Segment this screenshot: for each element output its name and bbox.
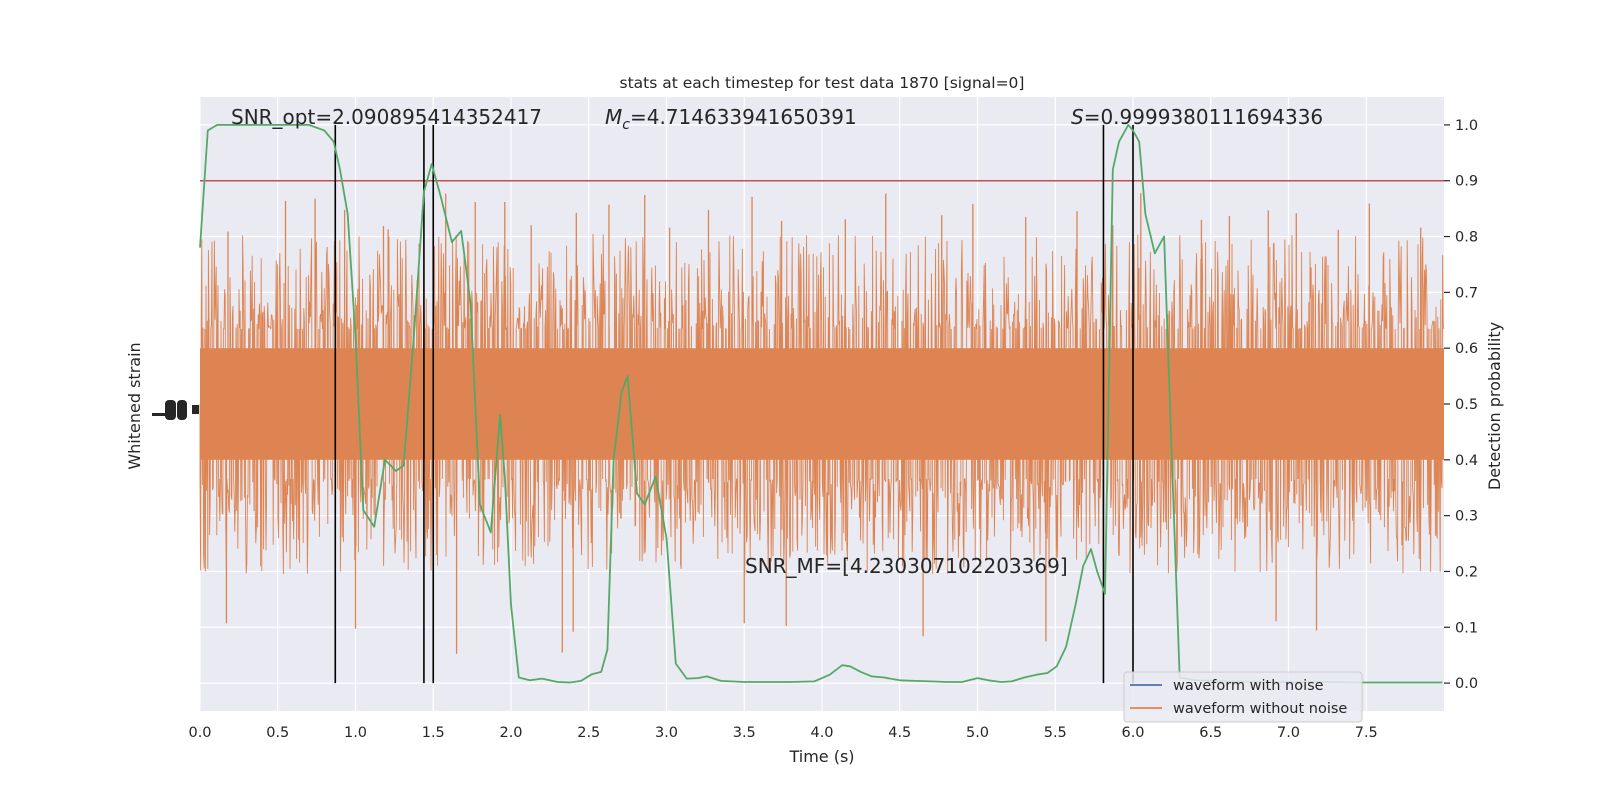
x-tick-label: 1.5 [422,725,445,741]
y-tick-label: 0.8 [1455,230,1478,246]
x-tick-label: 2.0 [499,725,522,741]
strain-trace [199,193,1445,654]
x-tick-label: 4.0 [810,725,833,741]
y-tick-label: 0.7 [1455,285,1478,301]
x-tick-label: 5.5 [1044,725,1067,741]
y-tick-label: 0.2 [1455,564,1478,580]
legend: waveform with noise waveform without noi… [1123,671,1363,723]
score-annotation: S=0.9999380111694336 [1071,105,1323,129]
y-tick-label: 0.6 [1455,341,1478,357]
legend-box [1123,671,1363,723]
x-tick-label: 7.0 [1277,725,1300,741]
chart-title: stats at each timestep for test data 187… [620,74,1025,92]
x-tick-label: 5.0 [966,725,989,741]
x-tick-label: 4.5 [888,725,911,741]
axes: 0.0 0.5 1.0 1.5 2.0 2.5 3.0 3.5 4.0 4.5 5.0 5.5 6.0 6… [188,118,1478,741]
x-tick-label: 6.5 [1199,725,1222,741]
x-tick-label: 1.0 [344,725,367,741]
x-tick-label: 3.5 [733,725,756,741]
legend-label-without-noise: waveform without noise [1173,701,1347,717]
y-tick-label: 0.5 [1455,397,1478,413]
chirp-mass-value: =4.714633941650391 [630,105,857,129]
x-tick-label: 0.5 [266,725,289,741]
snr-opt-annotation: SNR_opt=2.090895414352417 [231,105,542,129]
score-symbol: S [1071,105,1084,129]
x-tick-label: 3.0 [655,725,678,741]
y-tick-label: 1.0 [1455,118,1478,134]
y-tick-label: 0.1 [1455,620,1478,636]
x-tick-label: 2.5 [577,725,600,741]
y-tick-label: 0.9 [1455,174,1478,190]
chirp-mass-symbol: M [605,105,622,129]
y-axis-label-right: Detection probability [1485,322,1504,490]
chirp-mass-subscript: c [622,117,630,133]
x-tick-label: 0.0 [188,725,211,741]
y-axis-label-left: Whitened strain [125,342,144,469]
strain-core-band [200,348,1444,460]
y-tick-label: 0.4 [1455,453,1478,469]
x-axis-label: Time (s) [788,747,854,766]
legend-label-with-noise: waveform with noise [1173,678,1324,694]
x-tick-label: 7.5 [1355,725,1378,741]
left-axis-collapsed-ticks [152,400,199,420]
snr-mf-annotation: SNR_MF=[4.230307102203369] [745,554,1068,578]
chirp-mass-annotation: Mc=4.714633941650391 [605,105,857,133]
x-tick-label: 6.0 [1121,725,1144,741]
score-value: =0.9999380111694336 [1084,105,1323,129]
y-tick-label: 0.0 [1455,676,1478,692]
detection-probability-line [199,124,1443,684]
y-tick-label: 0.3 [1455,509,1478,525]
